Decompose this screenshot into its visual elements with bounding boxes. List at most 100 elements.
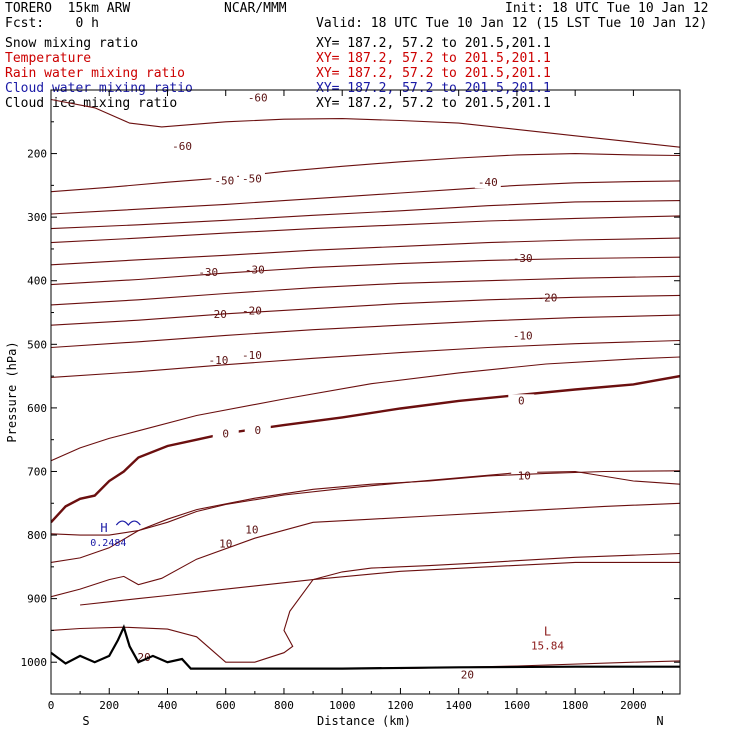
isotherm-label-m10-1: -10: [242, 349, 262, 362]
isotherm-0: [51, 374, 680, 524]
x-tick-label-0: 0: [48, 699, 55, 712]
x-tick-label-1200: 1200: [387, 699, 414, 712]
isotherm-m50: [51, 153, 680, 193]
isotherm-label-0-2: 0: [518, 394, 525, 407]
isotherm-label-bg: [509, 329, 536, 342]
isotherm-label-bg: [169, 139, 196, 152]
y-tick-label-500: 500: [27, 338, 47, 351]
valid-time: Valid: 18 UTC Tue 10 Jan 12 (15 LST Tue …: [316, 16, 708, 31]
isotherm-label-m10-0: -10: [209, 354, 229, 367]
isotherm-22: [80, 561, 680, 606]
isotherm-label-m30-2: -30: [513, 252, 533, 265]
isotherm-label-m30-1: -30: [245, 263, 265, 276]
y-tick-label-1000: 1000: [21, 656, 48, 669]
isotherm-label-bg: [508, 394, 535, 407]
isotherm-label-m60-1: -60: [248, 92, 268, 105]
plot-area: -60-60-50 -50 -40-30 -30-30-20 -20-20-10 -10-…: [51, 91, 680, 681]
model-title: TORERO 15km ARW: [5, 1, 131, 16]
temperature-min-value: 15.84: [531, 640, 564, 653]
x-tick-label-2000: 2000: [620, 699, 647, 712]
isotherm-15: [51, 470, 680, 563]
isotherm-label-bg: [238, 172, 265, 185]
isotherm-10: [51, 470, 680, 536]
org-label: NCAR/MMM: [224, 1, 287, 16]
field-xy-temperature: XY= 187.2, 57.2 to 201.5,201.1: [316, 51, 551, 66]
isotherm-label-bg: [474, 176, 501, 189]
isotherm-label-bg: [244, 91, 271, 104]
x-tick-label-200: 200: [99, 699, 119, 712]
isotherm-label-m30-0: -30: [198, 266, 218, 279]
isotherm-24: [51, 552, 680, 663]
isotherm-5: [51, 356, 680, 462]
isotherm-m15: [51, 275, 680, 306]
x-axis-title: Distance (km): [317, 714, 411, 728]
x-end-label-north: N: [656, 714, 663, 728]
x-tick-label-1600: 1600: [504, 699, 531, 712]
isotherm-label-m50-1: -50: [242, 172, 262, 185]
isotherm-label-0-1: 0: [254, 424, 261, 437]
isotherm-label-bg: [238, 304, 265, 317]
isotherm-label-20-1: 20: [461, 668, 474, 681]
isotherm-m35: [51, 200, 680, 230]
field-name-cloud-ice: Cloud ice mixing ratio: [5, 96, 178, 111]
x-tick-label-800: 800: [274, 699, 294, 712]
y-tick-label-800: 800: [27, 529, 47, 542]
x-tick-label-1000: 1000: [329, 699, 356, 712]
field-name-rain: Rain water mixing ratio: [5, 66, 186, 81]
x-end-label-south: S: [82, 714, 89, 728]
isotherm-label-bg: [454, 668, 481, 681]
y-axis-title: Pressure (hPa): [5, 341, 19, 442]
isotherm-label-bg: [241, 263, 268, 276]
temperature-min-marker: L: [544, 625, 551, 639]
isotherm-label-bg: [211, 174, 238, 187]
cloud-max-value: 0.2484: [90, 538, 126, 549]
field-xy-snow: XY= 187.2, 57.2 to 201.5,201.1: [316, 36, 551, 51]
isotherm-m1: [51, 339, 680, 378]
field-name-temperature: Temperature: [5, 51, 92, 66]
isotherm-m5: [51, 314, 680, 349]
field-name-cloud-water: Cloud water mixing ratio: [5, 81, 193, 96]
x-tick-label-1800: 1800: [562, 699, 589, 712]
x-tick-label-1400: 1400: [445, 699, 472, 712]
isotherm-label-bg: [205, 354, 232, 367]
field-xy-cloud-ice: XY= 187.2, 57.2 to 201.5,201.1: [316, 96, 551, 111]
isotherm-m30: [51, 215, 680, 244]
isotherm-label-bg: [534, 291, 561, 304]
isotherm-label-m10-2: -10: [513, 329, 533, 342]
x-tick-label-400: 400: [158, 699, 178, 712]
plot-frame: [50, 89, 681, 695]
y-tick-label-900: 900: [27, 593, 47, 606]
isotherm-label-m50-0: -50: [214, 174, 234, 187]
isotherm-m10: [51, 294, 680, 326]
isotherm-label-0-0: 0: [222, 427, 229, 440]
isotherm-label-bg: [509, 251, 536, 264]
forecast-hour: Fcst: 0 h: [5, 16, 99, 31]
isotherm-label-bg: [238, 523, 265, 536]
isotherm-label-bg: [203, 307, 230, 320]
y-tick-label-200: 200: [27, 148, 47, 161]
y-tick-label-700: 700: [27, 465, 47, 478]
isotherm-label-m40-0: -40: [478, 176, 498, 189]
isotherm-m25: [51, 237, 680, 266]
y-tick-label-400: 400: [27, 275, 47, 288]
isotherm-m40: [51, 180, 680, 215]
isotherm-label-m60-0: -60: [172, 140, 192, 153]
isotherm-label-10-2: 10: [245, 523, 258, 536]
init-time: Init: 18 UTC Tue 10 Jan 12: [505, 1, 709, 16]
cloud-max-marker: H: [100, 521, 107, 535]
isotherm-label-bg: [238, 349, 265, 362]
cloud-water-contour: [115, 520, 141, 527]
isotherm-m60: [51, 98, 680, 148]
isotherm-label-bg: [511, 469, 538, 482]
y-tick-label-600: 600: [27, 402, 47, 415]
isotherm-20: [51, 502, 680, 598]
axes: 0 200 400 600 800 1000 1200 1400 1600 1800 2000200…: [21, 90, 680, 712]
field-xy-cloud-water: XY= 187.2, 57.2 to 201.5,201.1: [316, 81, 551, 96]
isotherm-label-10-0: 10: [518, 469, 531, 482]
y-tick-label-300: 300: [27, 211, 47, 224]
isotherm-m20: [51, 256, 680, 286]
isotherm-label-m20-1: -20: [242, 305, 262, 318]
terrain-surface-line: [51, 624, 680, 670]
isotherm-label-bg: [212, 427, 239, 440]
